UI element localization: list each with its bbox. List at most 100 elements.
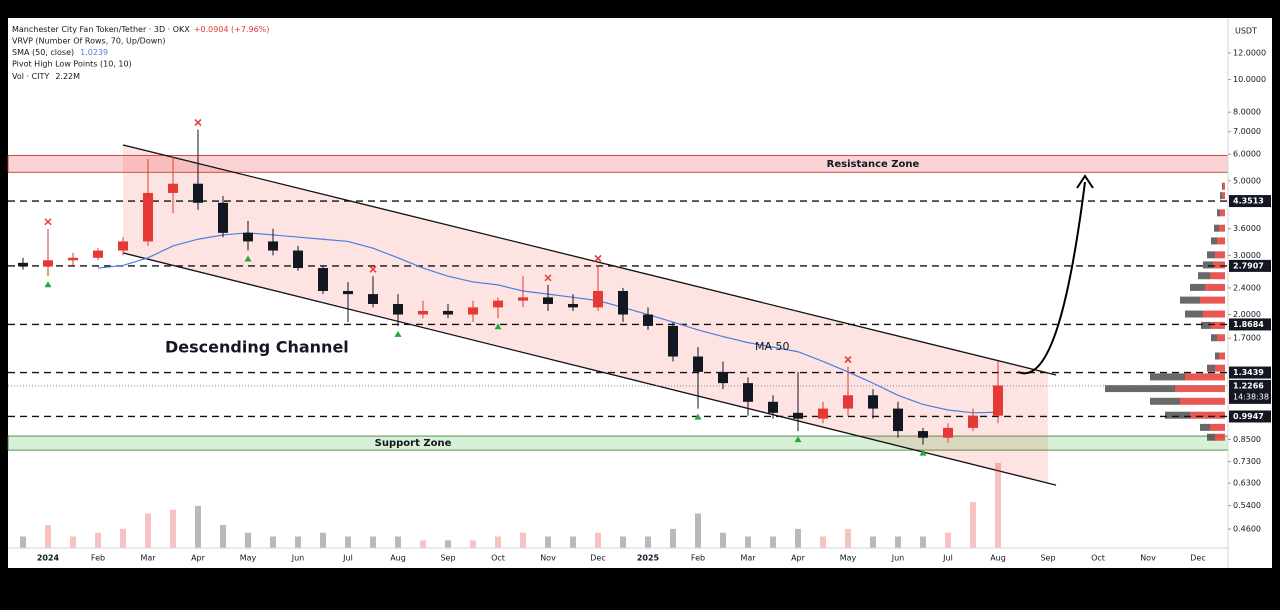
volume-bar [120,528,126,548]
profile-down [1220,192,1222,200]
y-tick-label: 1.7000 [1233,334,1261,343]
currency-label: USDT [1235,27,1257,36]
candle-body [393,303,403,315]
candle-body [518,297,528,301]
level-label-bg [1229,195,1271,208]
volume-bar [545,536,551,548]
volume-bar [620,536,626,548]
candle-body [193,183,203,203]
channel-line [122,144,1057,376]
x-tick-label: Feb [91,554,105,563]
candle-body [43,260,53,267]
countdown: 14:38:38 [1233,392,1269,401]
channel-fill [123,144,1048,484]
volume-bar [470,540,476,548]
volume-bar [295,536,301,548]
volume-bar [920,536,926,548]
profile-down [1215,352,1219,360]
profile-up [1180,397,1225,405]
volume-bar [845,528,851,548]
profile-up [1215,433,1225,441]
x-tick-label: Dec [590,554,605,563]
profile-up [1200,296,1225,304]
profile-up [1213,261,1225,269]
volume-bar [245,532,251,548]
volume-bar [870,536,876,548]
candle-body [793,412,803,419]
pivot-low [244,255,252,262]
volume-bar [695,513,701,548]
candle-body [93,250,103,258]
volume-bar [495,536,501,548]
volume-bar [320,532,326,548]
volume-bar [195,505,201,548]
candle-body [243,232,253,242]
candle-body [868,395,878,409]
volume-bar [720,532,726,548]
profile-down [1165,411,1190,419]
volume-bar [220,525,226,548]
profile-down [1207,364,1215,372]
candle-body [818,408,828,419]
level-label-bg [1229,366,1271,379]
y-tick-label: 0.6300 [1233,479,1261,488]
profile-down [1203,261,1213,269]
x-tick-label: Oct [491,554,505,563]
profile-down [1201,321,1211,329]
profile-down [1180,296,1200,304]
current-price-bg [1229,379,1271,404]
header-part: 2.22M [55,72,80,81]
pivot-high [194,119,202,127]
candle-body [168,183,178,193]
header-vol: Vol · CITY 2.22M [12,72,80,81]
candle-body [943,427,953,438]
pivot-low [394,330,402,337]
profile-up [1203,310,1225,318]
level-label: 1.3439 [1233,368,1264,377]
profile-down [1222,182,1223,190]
profile-down [1198,272,1210,280]
x-tick-label: Jun [891,554,905,563]
level-label: 1.8684 [1233,320,1264,329]
y-tick-label: 12.0000 [1233,48,1266,57]
profile-up [1220,209,1225,217]
profile-up [1210,272,1225,280]
volume-bar [895,536,901,548]
projection-arrow [1017,181,1086,375]
volume-bar [645,536,651,548]
x-tick-label: Sep [1040,554,1055,563]
x-tick-label: Jul [942,554,953,563]
x-tick-label: Nov [540,554,556,563]
header-vrvp: VRVP (Number Of Rows, 70, Up/Down) [12,37,165,46]
volume-bar [345,536,351,548]
profile-up [1185,373,1225,381]
candle-body [718,371,728,384]
y-tick-label: 7.0000 [1233,127,1261,136]
candle-body [418,310,428,315]
y-tick-label: 6.0000 [1233,150,1261,159]
profile-up [1215,251,1225,259]
volume-bar [595,532,601,548]
candle-body [643,314,653,326]
ma-label: MA 50 [755,340,790,353]
candle-body [568,303,578,308]
profile-down [1105,385,1175,393]
profile-down [1150,373,1185,381]
header-pivots: Pivot High Low Points (10, 10) [12,60,132,69]
x-tick-label: Aug [390,554,406,563]
y-tick-label: 10.0000 [1233,75,1266,84]
volume-bar [170,509,176,548]
profile-down [1190,283,1205,291]
level-label: 0.9947 [1233,412,1264,421]
profile-down [1200,423,1210,431]
y-tick-label: 2.4000 [1233,283,1261,292]
candle-body [443,310,453,315]
x-tick-label: Mar [140,554,156,563]
x-tick-label: Aug [990,554,1006,563]
header-sma: SMA (50, close) 1.0239 [12,48,108,57]
candle-body [543,297,553,304]
profile-up [1223,182,1225,190]
profile-up [1205,283,1225,291]
profile-down [1207,251,1215,259]
channel-label: Descending Channel [165,338,349,357]
